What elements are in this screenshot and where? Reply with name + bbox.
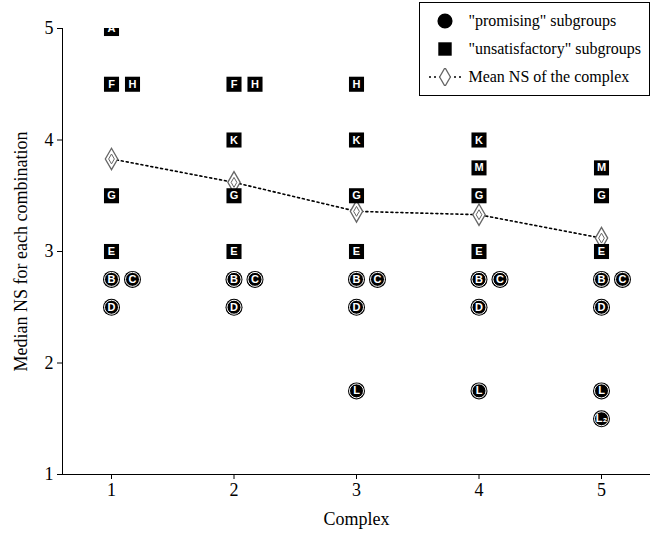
svg-text:F: F — [108, 78, 115, 90]
svg-text:C: C — [619, 273, 627, 285]
svg-text:B: B — [475, 273, 483, 285]
svg-text:B: B — [598, 273, 606, 285]
svg-text:1: 1 — [107, 480, 116, 500]
svg-text:F: F — [231, 78, 238, 90]
svg-text:B: B — [230, 273, 238, 285]
svg-text:M: M — [474, 161, 483, 173]
svg-text:2: 2 — [230, 480, 239, 500]
html-text:"promising" subgroups: "promising" subgroups — [468, 12, 617, 29]
svg-text:M: M — [597, 161, 606, 173]
svg-text:L₂: L₂ — [596, 412, 608, 424]
svg-text:G: G — [597, 189, 606, 201]
svg-text:2: 2 — [45, 353, 54, 373]
svg-text:4: 4 — [45, 130, 54, 150]
svg-text:L: L — [476, 384, 483, 396]
svg-text:K: K — [475, 134, 483, 146]
html-text:Mean NS of the complex: Mean NS of the complex — [468, 68, 630, 85]
svg-text:E: E — [108, 245, 115, 257]
svg-text:C: C — [129, 273, 137, 285]
svg-text:5: 5 — [45, 18, 54, 38]
svg-text:E: E — [475, 245, 482, 257]
svg-text:D: D — [598, 301, 606, 313]
svg-text:C: C — [374, 273, 382, 285]
svg-text:E: E — [598, 245, 605, 257]
svg-text:5: 5 — [597, 480, 606, 500]
svg-text:A: A — [108, 22, 116, 34]
svg-text:C: C — [496, 273, 504, 285]
svg-text:E: E — [230, 245, 237, 257]
svg-text:K: K — [230, 134, 238, 146]
svg-text:3: 3 — [352, 480, 361, 500]
svg-text:G: G — [475, 189, 484, 201]
svg-text:D: D — [108, 301, 116, 313]
svg-text:D: D — [475, 301, 483, 313]
svg-text:G: G — [107, 189, 116, 201]
svg-text:B: B — [353, 273, 361, 285]
svg-text:H: H — [251, 78, 259, 90]
svg-text:H: H — [129, 78, 137, 90]
svg-text:G: G — [352, 189, 361, 201]
svg-text:3: 3 — [45, 241, 54, 261]
svg-text:C: C — [251, 273, 259, 285]
svg-text:Complex: Complex — [324, 509, 390, 529]
svg-text:1: 1 — [45, 464, 54, 484]
svg-text:L: L — [353, 384, 360, 396]
svg-text:Median NS for each combination: Median NS for each combination — [11, 132, 31, 372]
svg-text:E: E — [353, 245, 360, 257]
svg-text:D: D — [353, 301, 361, 313]
svg-text:D: D — [230, 301, 238, 313]
svg-text:B: B — [108, 273, 116, 285]
svg-text:K: K — [353, 134, 361, 146]
svg-text:4: 4 — [475, 480, 484, 500]
svg-text:G: G — [230, 189, 239, 201]
svg-text:H: H — [353, 78, 361, 90]
svg-text:L: L — [598, 384, 605, 396]
html-text:"unsatisfactory" subgroups: "unsatisfactory" subgroups — [468, 40, 641, 57]
